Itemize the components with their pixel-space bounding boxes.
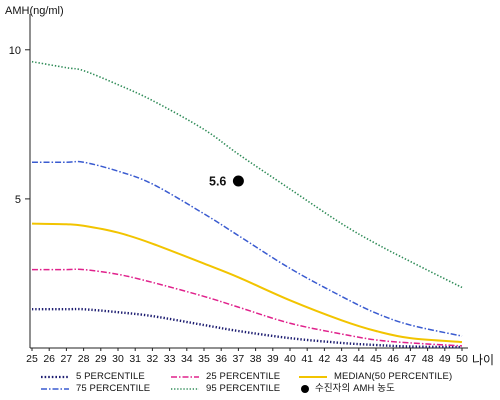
x-tick-label: 26 xyxy=(43,353,55,365)
x-tick-label: 42 xyxy=(319,353,331,365)
y-ticks: 5 10 xyxy=(9,45,30,206)
series-25-percentile-line xyxy=(32,268,463,347)
x-tick-label: 38 xyxy=(250,353,262,365)
x-tick-label: 49 xyxy=(439,353,451,365)
x-tick-label: 28 xyxy=(78,353,90,365)
y-tick-label: 10 xyxy=(9,45,21,57)
x-tick-label: 47 xyxy=(405,353,417,365)
x-tick-label: 45 xyxy=(370,353,382,365)
x-tick-label: 25 xyxy=(26,353,38,365)
x-tick-label: 36 xyxy=(215,353,227,365)
x-tick-label: 41 xyxy=(301,353,313,365)
x-tick-label: 37 xyxy=(233,353,245,365)
patient-amh-value-label: 5.6 xyxy=(209,175,226,189)
x-tick-label: 48 xyxy=(422,353,434,365)
x-tick-label: 39 xyxy=(267,353,279,365)
x-tick-label: 46 xyxy=(387,353,399,365)
y-tick-label: 5 xyxy=(15,194,21,206)
data-points: 5.6 xyxy=(209,175,244,189)
patient-amh-point xyxy=(232,175,244,187)
series-lines xyxy=(31,60,463,349)
series-5-percentile-line xyxy=(32,307,463,349)
x-tick-label: 27 xyxy=(61,353,73,365)
x-tick-label: 34 xyxy=(181,353,193,365)
x-axis-label: 나이 xyxy=(472,353,494,367)
x-tick-label: 31 xyxy=(129,353,141,365)
x-tick-label: 33 xyxy=(164,353,176,365)
x-tick-label: 30 xyxy=(112,353,124,365)
series-median-line xyxy=(31,222,463,344)
series-75-percentile-line xyxy=(32,160,463,337)
x-tick-label: 40 xyxy=(284,353,296,365)
x-tick-label: 32 xyxy=(147,353,159,365)
x-tick-label: 44 xyxy=(353,353,365,365)
y-axis-label: AMH(ng/ml) xyxy=(5,5,64,17)
x-ticks: 25 26 27 28 29 30 31 32 33 34 35 36 37 38 39 40 41 42 43 44… xyxy=(26,348,468,365)
x-tick-label: 29 xyxy=(95,353,107,365)
series-95-percentile-line xyxy=(31,60,463,289)
x-tick-label: 43 xyxy=(336,353,348,365)
x-tick-label: 50 xyxy=(456,353,468,365)
x-tick-label: 35 xyxy=(198,353,210,365)
